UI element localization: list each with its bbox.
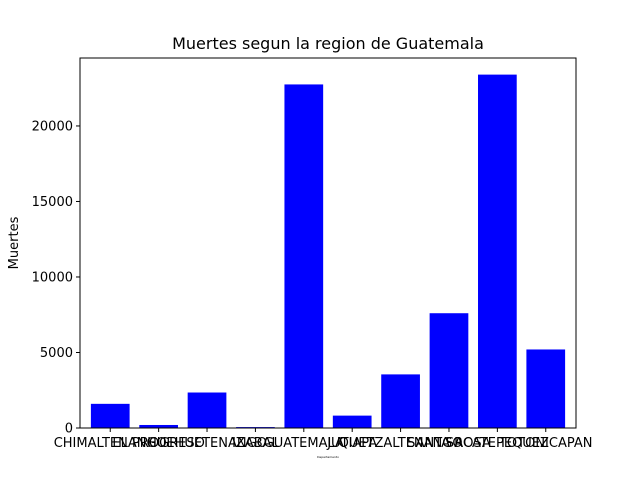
- bar-totonicapan: [526, 349, 566, 428]
- x-tick-label: HUEHUETENANGO: [147, 436, 267, 451]
- y-tick-label: 15000: [32, 195, 73, 210]
- x-tick-label: QUETZALTENANGO: [339, 436, 463, 451]
- y-axis-label: Muertes: [7, 216, 22, 269]
- y-tick-label: 10000: [32, 270, 73, 285]
- bar-huehuetenango: [187, 392, 227, 428]
- x-tick-label: SACATEPEQUEZ: [446, 436, 549, 451]
- x-tick-label: CHIMALTENANGO: [54, 436, 167, 451]
- y-tick-label: 20000: [32, 119, 73, 134]
- bar-santa-rosa: [429, 313, 469, 428]
- x-tick-label: SANTA ROSA: [407, 436, 491, 451]
- bar-guatemala: [284, 84, 324, 429]
- axes-frame: [79, 57, 577, 429]
- y-tick-label: 5000: [40, 346, 73, 361]
- bar-jutiapa: [332, 415, 372, 428]
- bar-sacatepequez: [478, 74, 517, 429]
- x-tick-label: GUATEMALA: [264, 436, 344, 451]
- x-tick-label: TOTONICAPAN: [498, 436, 593, 451]
- bar-quetzaltenango: [381, 374, 420, 428]
- bar-el-progreso: [139, 424, 178, 428]
- x-tick-label: JUTIAPA: [326, 436, 377, 451]
- bar-chimaltenango: [90, 403, 130, 428]
- x-axis-label: Departamento: [317, 455, 339, 459]
- chart-title: Muertes segun la region de Guatemala: [172, 34, 484, 53]
- x-tick-label: EL PROGRESO: [112, 436, 205, 451]
- x-tick-label: IZABAL: [232, 436, 279, 451]
- y-tick-label: 0: [65, 422, 73, 437]
